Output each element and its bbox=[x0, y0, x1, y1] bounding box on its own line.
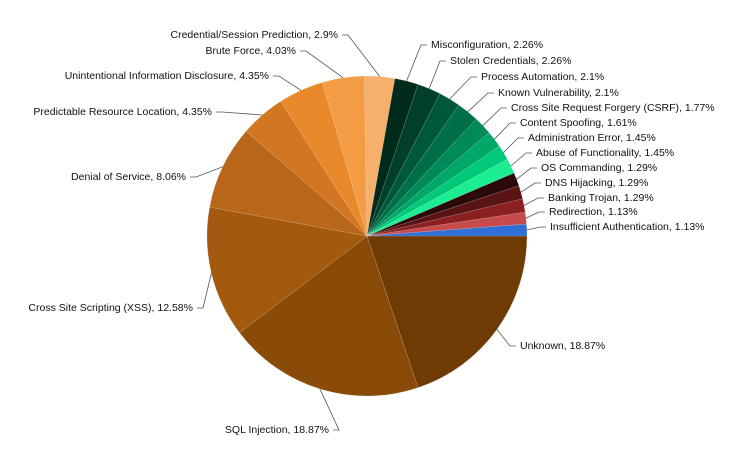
slice-process-automation[interactable] bbox=[366, 93, 460, 237]
leader-known-vulnerability bbox=[467, 92, 494, 113]
leader-unknown bbox=[496, 329, 516, 347]
leader-sql-injection bbox=[319, 388, 340, 431]
leader-redirection bbox=[525, 211, 545, 219]
leader-unintentional-information-disclosure bbox=[273, 75, 302, 91]
leader-brute-force bbox=[300, 50, 344, 79]
leader-administration-error bbox=[503, 137, 524, 153]
slice-credential-session-prediction[interactable] bbox=[364, 75, 396, 237]
label-cross-site-request-forgery-csrf: Cross Site Request Forgery (CSRF), 1.77% bbox=[511, 102, 715, 114]
label-process-automation: Process Automation, 2.1% bbox=[481, 71, 604, 83]
label-brute-force: Brute Force, 4.03% bbox=[206, 45, 296, 57]
leader-stolen-credentials bbox=[428, 60, 446, 89]
slice-banking-trojan[interactable] bbox=[366, 198, 526, 237]
leader-insufficient-authentication bbox=[526, 226, 546, 231]
leader-abuse-of-functionality bbox=[510, 152, 532, 167]
label-predictable-resource-location: Predictable Resource Location, 4.35% bbox=[33, 106, 212, 118]
slice-content-spoofing[interactable] bbox=[366, 132, 500, 237]
label-cross-site-scripting-xss: Cross Site Scripting (XSS), 12.58% bbox=[28, 302, 193, 314]
label-administration-error: Administration Error, 1.45% bbox=[528, 132, 656, 144]
leader-content-spoofing bbox=[494, 122, 516, 140]
leader-lines bbox=[190, 34, 546, 431]
slice-brute-force[interactable] bbox=[322, 75, 368, 237]
label-known-vulnerability: Known Vulnerability, 2.1% bbox=[498, 87, 619, 99]
slice-predictable-resource-location[interactable] bbox=[245, 100, 368, 237]
leader-denial-of-service bbox=[190, 166, 223, 178]
leader-credential-session-prediction bbox=[342, 34, 381, 77]
leader-cross-site-request-forgery-csrf bbox=[482, 107, 507, 126]
leader-dns-hijacking bbox=[520, 182, 541, 193]
leader-os-commanding bbox=[516, 167, 537, 180]
label-content-spoofing: Content Spoofing, 1.61% bbox=[520, 117, 637, 129]
slice-labels: Unknown, 18.87% SQL Injection, 18.87% Cros… bbox=[28, 29, 714, 436]
slice-sql-injection[interactable] bbox=[239, 235, 419, 397]
slice-insufficient-authentication[interactable] bbox=[366, 223, 528, 237]
pie-slices bbox=[206, 75, 528, 397]
label-redirection: Redirection, 1.13% bbox=[549, 206, 638, 218]
slice-denial-of-service[interactable] bbox=[209, 130, 368, 237]
label-unknown: Unknown, 18.87% bbox=[520, 340, 605, 352]
leader-banking-trojan bbox=[523, 197, 544, 206]
leader-predictable-resource-location bbox=[216, 111, 263, 116]
label-abuse-of-functionality: Abuse of Functionality, 1.45% bbox=[536, 147, 674, 159]
leader-cross-site-scripting-xss bbox=[197, 273, 212, 309]
label-credential-session-prediction: Credential/Session Prediction, 2.9% bbox=[170, 29, 338, 41]
leader-process-automation bbox=[449, 76, 477, 100]
label-os-commanding: OS Commanding, 1.29% bbox=[541, 162, 657, 174]
leader-misconfiguration bbox=[406, 44, 427, 82]
label-unintentional-information-disclosure: Unintentional Information Disclosure, 4.… bbox=[65, 70, 269, 82]
label-insufficient-authentication: Insufficient Authentication, 1.13% bbox=[550, 221, 705, 233]
slice-abuse-of-functionality[interactable] bbox=[366, 158, 515, 237]
slice-unintentional-information-disclosure[interactable] bbox=[280, 82, 368, 237]
slice-cross-site-scripting-xss[interactable] bbox=[206, 206, 368, 334]
label-denial-of-service: Denial of Service, 8.06% bbox=[71, 171, 186, 183]
label-banking-trojan: Banking Trojan, 1.29% bbox=[548, 192, 654, 204]
label-misconfiguration: Misconfiguration, 2.26% bbox=[431, 39, 543, 51]
label-sql-injection: SQL Injection, 18.87% bbox=[225, 424, 329, 436]
label-stolen-credentials: Stolen Credentials, 2.26% bbox=[450, 55, 571, 67]
label-dns-hijacking: DNS Hijacking, 1.29% bbox=[545, 177, 648, 189]
slice-unknown[interactable] bbox=[366, 235, 528, 388]
slice-redirection[interactable] bbox=[366, 211, 527, 237]
slice-dns-hijacking[interactable] bbox=[366, 185, 523, 237]
